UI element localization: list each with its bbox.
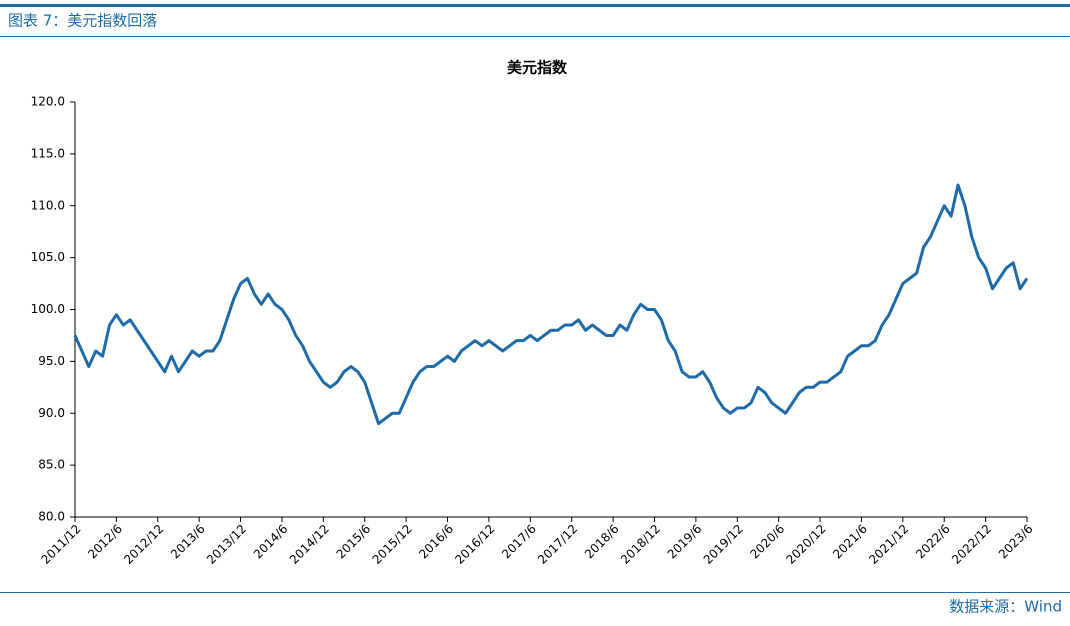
x-tick-label: 2021/6	[830, 522, 870, 562]
x-tick-label: 2018/6	[582, 522, 622, 562]
y-tick-label: 120.0	[31, 95, 65, 109]
x-tick-label: 2019/6	[665, 522, 705, 562]
chart-title: 美元指数	[507, 59, 568, 77]
x-tick-label: 2022/12	[949, 522, 994, 567]
x-tick-label: 2016/6	[416, 522, 456, 562]
x-tick-label: 2013/12	[204, 522, 249, 567]
y-tick-label: 110.0	[31, 198, 65, 212]
x-tick-label: 2015/6	[334, 522, 374, 562]
y-tick-label: 80.0	[38, 510, 65, 524]
x-tick-label: 2017/6	[499, 522, 539, 562]
x-tick-label: 2012/12	[121, 522, 166, 567]
line	[73, 183, 1029, 426]
x-tick-label: 2020/6	[747, 522, 787, 562]
x-tick-label: 2011/12	[38, 522, 83, 567]
x-tick-label: 2014/12	[287, 522, 332, 567]
y-tick-label: 100.0	[31, 302, 65, 316]
x-tick-label: 2023/6	[996, 522, 1036, 562]
x-tick-label: 2012/6	[85, 522, 125, 562]
y-tick-label: 85.0	[38, 458, 65, 472]
x-tick-label: 2018/12	[618, 522, 663, 567]
y-tick-label: 90.0	[38, 406, 65, 420]
x-tick-label: 2019/12	[701, 522, 746, 567]
x-tick-label: 2013/6	[168, 522, 208, 562]
x-tick-label: 2017/12	[535, 522, 580, 567]
x-tick-label: 2014/6	[251, 522, 291, 562]
source: 数据来源：Wind	[949, 598, 1062, 616]
x-tick-label: 2020/12	[783, 522, 828, 567]
header-title: 图表 7：美元指数回落	[8, 12, 157, 30]
top-rule	[0, 4, 1070, 7]
x-tick-label: 2015/12	[370, 522, 415, 567]
y-tick-label: 95.0	[38, 354, 65, 368]
x-tick-label: 2022/6	[913, 522, 953, 562]
y-tick-label: 115.0	[31, 146, 65, 160]
x-tick-label: 2021/12	[866, 522, 911, 567]
y-tick-label: 105.0	[31, 250, 65, 264]
x-tick-label: 2016/12	[452, 522, 497, 567]
